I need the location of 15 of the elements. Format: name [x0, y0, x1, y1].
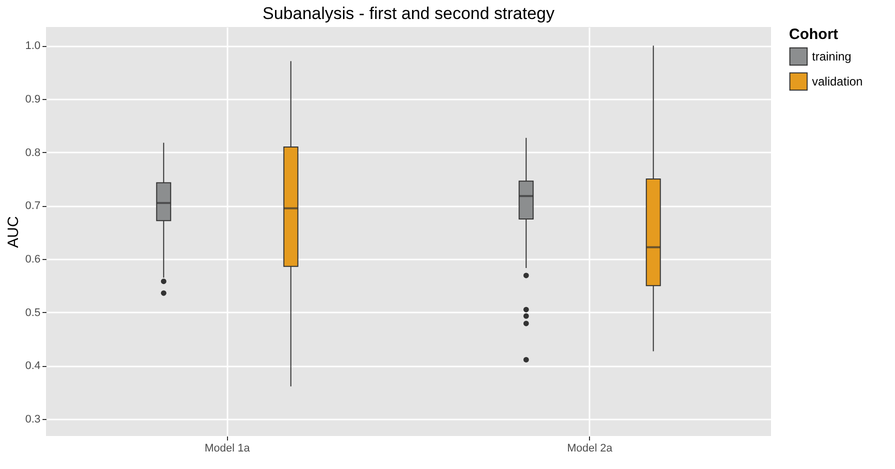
y-tick-label: 0.5: [25, 306, 40, 319]
y-tick-label: 1.0: [25, 40, 40, 52]
y-tick-label: 0.4: [25, 360, 40, 372]
x-tick-label: Model 1a: [204, 442, 251, 454]
chart-title: Subanalysis - first and second strategy: [262, 4, 555, 23]
y-tick-label: 0.7: [25, 200, 40, 212]
legend-title: Cohort: [789, 26, 838, 43]
y-tick-label: 0.6: [25, 253, 40, 266]
legend-label: validation: [812, 74, 863, 88]
y-tick-label: 0.8: [25, 146, 40, 159]
x-tick-label: Model 2a: [567, 442, 614, 454]
y-axis-title: AUC: [5, 216, 22, 248]
legend-label: training: [812, 50, 852, 64]
y-tick-label: 0.3: [25, 413, 40, 426]
y-tick-label: 0.9: [25, 93, 40, 106]
